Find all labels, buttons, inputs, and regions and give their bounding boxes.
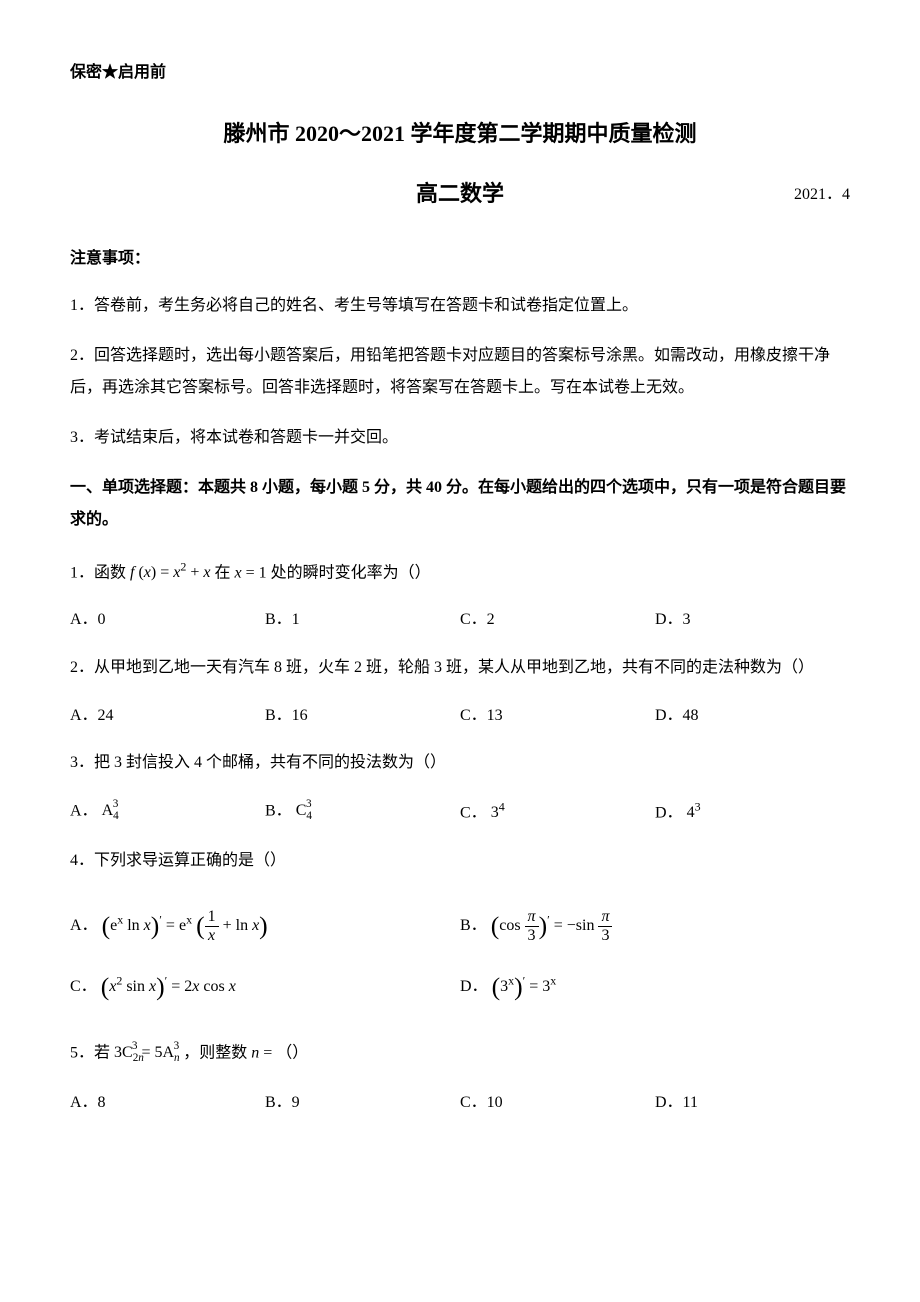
q3-d-pre: D． — [655, 804, 683, 821]
q4-b-pre: B． — [460, 917, 487, 934]
q4-opt-b: B． (cos π3)′ = −sin π3 — [460, 906, 850, 947]
q2-opt-c: C．13 — [460, 703, 655, 729]
q3-opt-c: C． 34 — [460, 798, 655, 826]
q5-mid: ，则整数 — [183, 1044, 251, 1061]
question-3: 3．把 3 封信投入 4 个邮桶，共有不同的投法数为（） — [70, 750, 850, 776]
date-tag: 2021．4 — [794, 182, 850, 208]
q5-opt-d: D．11 — [655, 1090, 850, 1116]
q4-d-math: (3x)′ = 3x — [492, 978, 557, 995]
q3-opt-a: A． A43 — [70, 798, 265, 826]
subject-title: 高二数学 — [416, 176, 504, 211]
note-3: 3．考试结束后，将本试卷和答题卡一并交回。 — [70, 422, 850, 454]
q5-math-n: n = — [251, 1044, 272, 1061]
q4-opt-c: C． (x2 sin x)′ = 2x cos x — [70, 967, 460, 1008]
q2-opt-a: A．24 — [70, 703, 265, 729]
q4-b-math: (cos π3)′ = −sin π3 — [491, 917, 613, 934]
note-2: 2．回答选择题时，选出每小题答案后，用铅笔把答题卡对应题目的答案标号涂黑。如需改… — [70, 340, 850, 404]
q1-post: 处的瞬时变化率为（） — [271, 564, 431, 581]
q3-a-math: A43 — [102, 802, 119, 819]
q1-opt-d: D．3 — [655, 607, 850, 633]
q3-d-math: 43 — [687, 804, 701, 821]
q5-math: 3C2n3 = 5An3 — [114, 1044, 183, 1061]
section-1-heading: 一、单项选择题：本题共 8 小题，每小题 5 分，共 40 分。在每小题给出的四… — [70, 472, 850, 536]
question-1: 1．函数 f (x) = x2 + x 在 x = 1 处的瞬时变化率为（） — [70, 558, 850, 586]
q1-mid: 在 — [215, 564, 235, 581]
q1-opt-b: B．1 — [265, 607, 460, 633]
q3-b-math: C43 — [296, 802, 312, 819]
q1-opt-c: C．2 — [460, 607, 655, 633]
q5-post: （） — [276, 1044, 308, 1061]
q2-options: A．24 B．16 C．13 D．48 — [70, 703, 850, 729]
question-4: 4．下列求导运算正确的是（） — [70, 848, 850, 874]
q4-d-pre: D． — [460, 978, 488, 995]
q4-a-pre: A． — [70, 917, 98, 934]
q4-c-pre: C． — [70, 978, 97, 995]
q3-c-pre: C． — [460, 804, 487, 821]
q1-options: A．0 B．1 C．2 D．3 — [70, 607, 850, 633]
q4-opt-d: D． (3x)′ = 3x — [460, 967, 850, 1008]
q1-pre: 1．函数 — [70, 564, 130, 581]
q4-opt-a: A． (ex ln x)′ = ex (1x + ln x) — [70, 906, 460, 947]
confidential-label: 保密★启用前 — [70, 60, 850, 86]
q5-opt-b: B．9 — [265, 1090, 460, 1116]
q3-opt-d: D． 43 — [655, 798, 850, 826]
q2-opt-d: D．48 — [655, 703, 850, 729]
q1-math: f (x) = x2 + x — [130, 564, 211, 581]
q5-opt-a: A．8 — [70, 1090, 265, 1116]
q4-c-math: (x2 sin x)′ = 2x cos x — [101, 978, 236, 995]
q4-options: A． (ex ln x)′ = ex (1x + ln x) B． (cos π… — [70, 896, 850, 1018]
main-title: 滕州市 2020～2021 学年度第二学期期中质量检测 — [70, 116, 850, 151]
question-5: 5．若 3C2n3 = 5An3 ，则整数 n = （） — [70, 1040, 850, 1068]
q5-options: A．8 B．9 C．10 D．11 — [70, 1090, 850, 1116]
note-1: 1．答卷前，考生务必将自己的姓名、考生号等填写在答题卡和试卷指定位置上。 — [70, 290, 850, 322]
q3-a-pre: A． — [70, 802, 98, 819]
q1-math-2: x = 1 — [235, 564, 267, 581]
q5-pre: 5．若 — [70, 1044, 114, 1061]
subtitle-row: 高二数学 2021．4 — [70, 176, 850, 211]
q5-opt-c: C．10 — [460, 1090, 655, 1116]
q3-c-math: 34 — [491, 804, 505, 821]
q3-b-pre: B． — [265, 802, 292, 819]
q3-opt-b: B． C43 — [265, 798, 460, 826]
question-2: 2．从甲地到乙地一天有汽车 8 班，火车 2 班，轮船 3 班，某人从甲地到乙地… — [70, 655, 850, 681]
q2-opt-b: B．16 — [265, 703, 460, 729]
q3-options: A． A43 B． C43 C． 34 D． 43 — [70, 798, 850, 826]
notes-label: 注意事项： — [70, 246, 850, 272]
q1-opt-a: A．0 — [70, 607, 265, 633]
q4-a-math: (ex ln x)′ = ex (1x + ln x) — [102, 917, 268, 934]
